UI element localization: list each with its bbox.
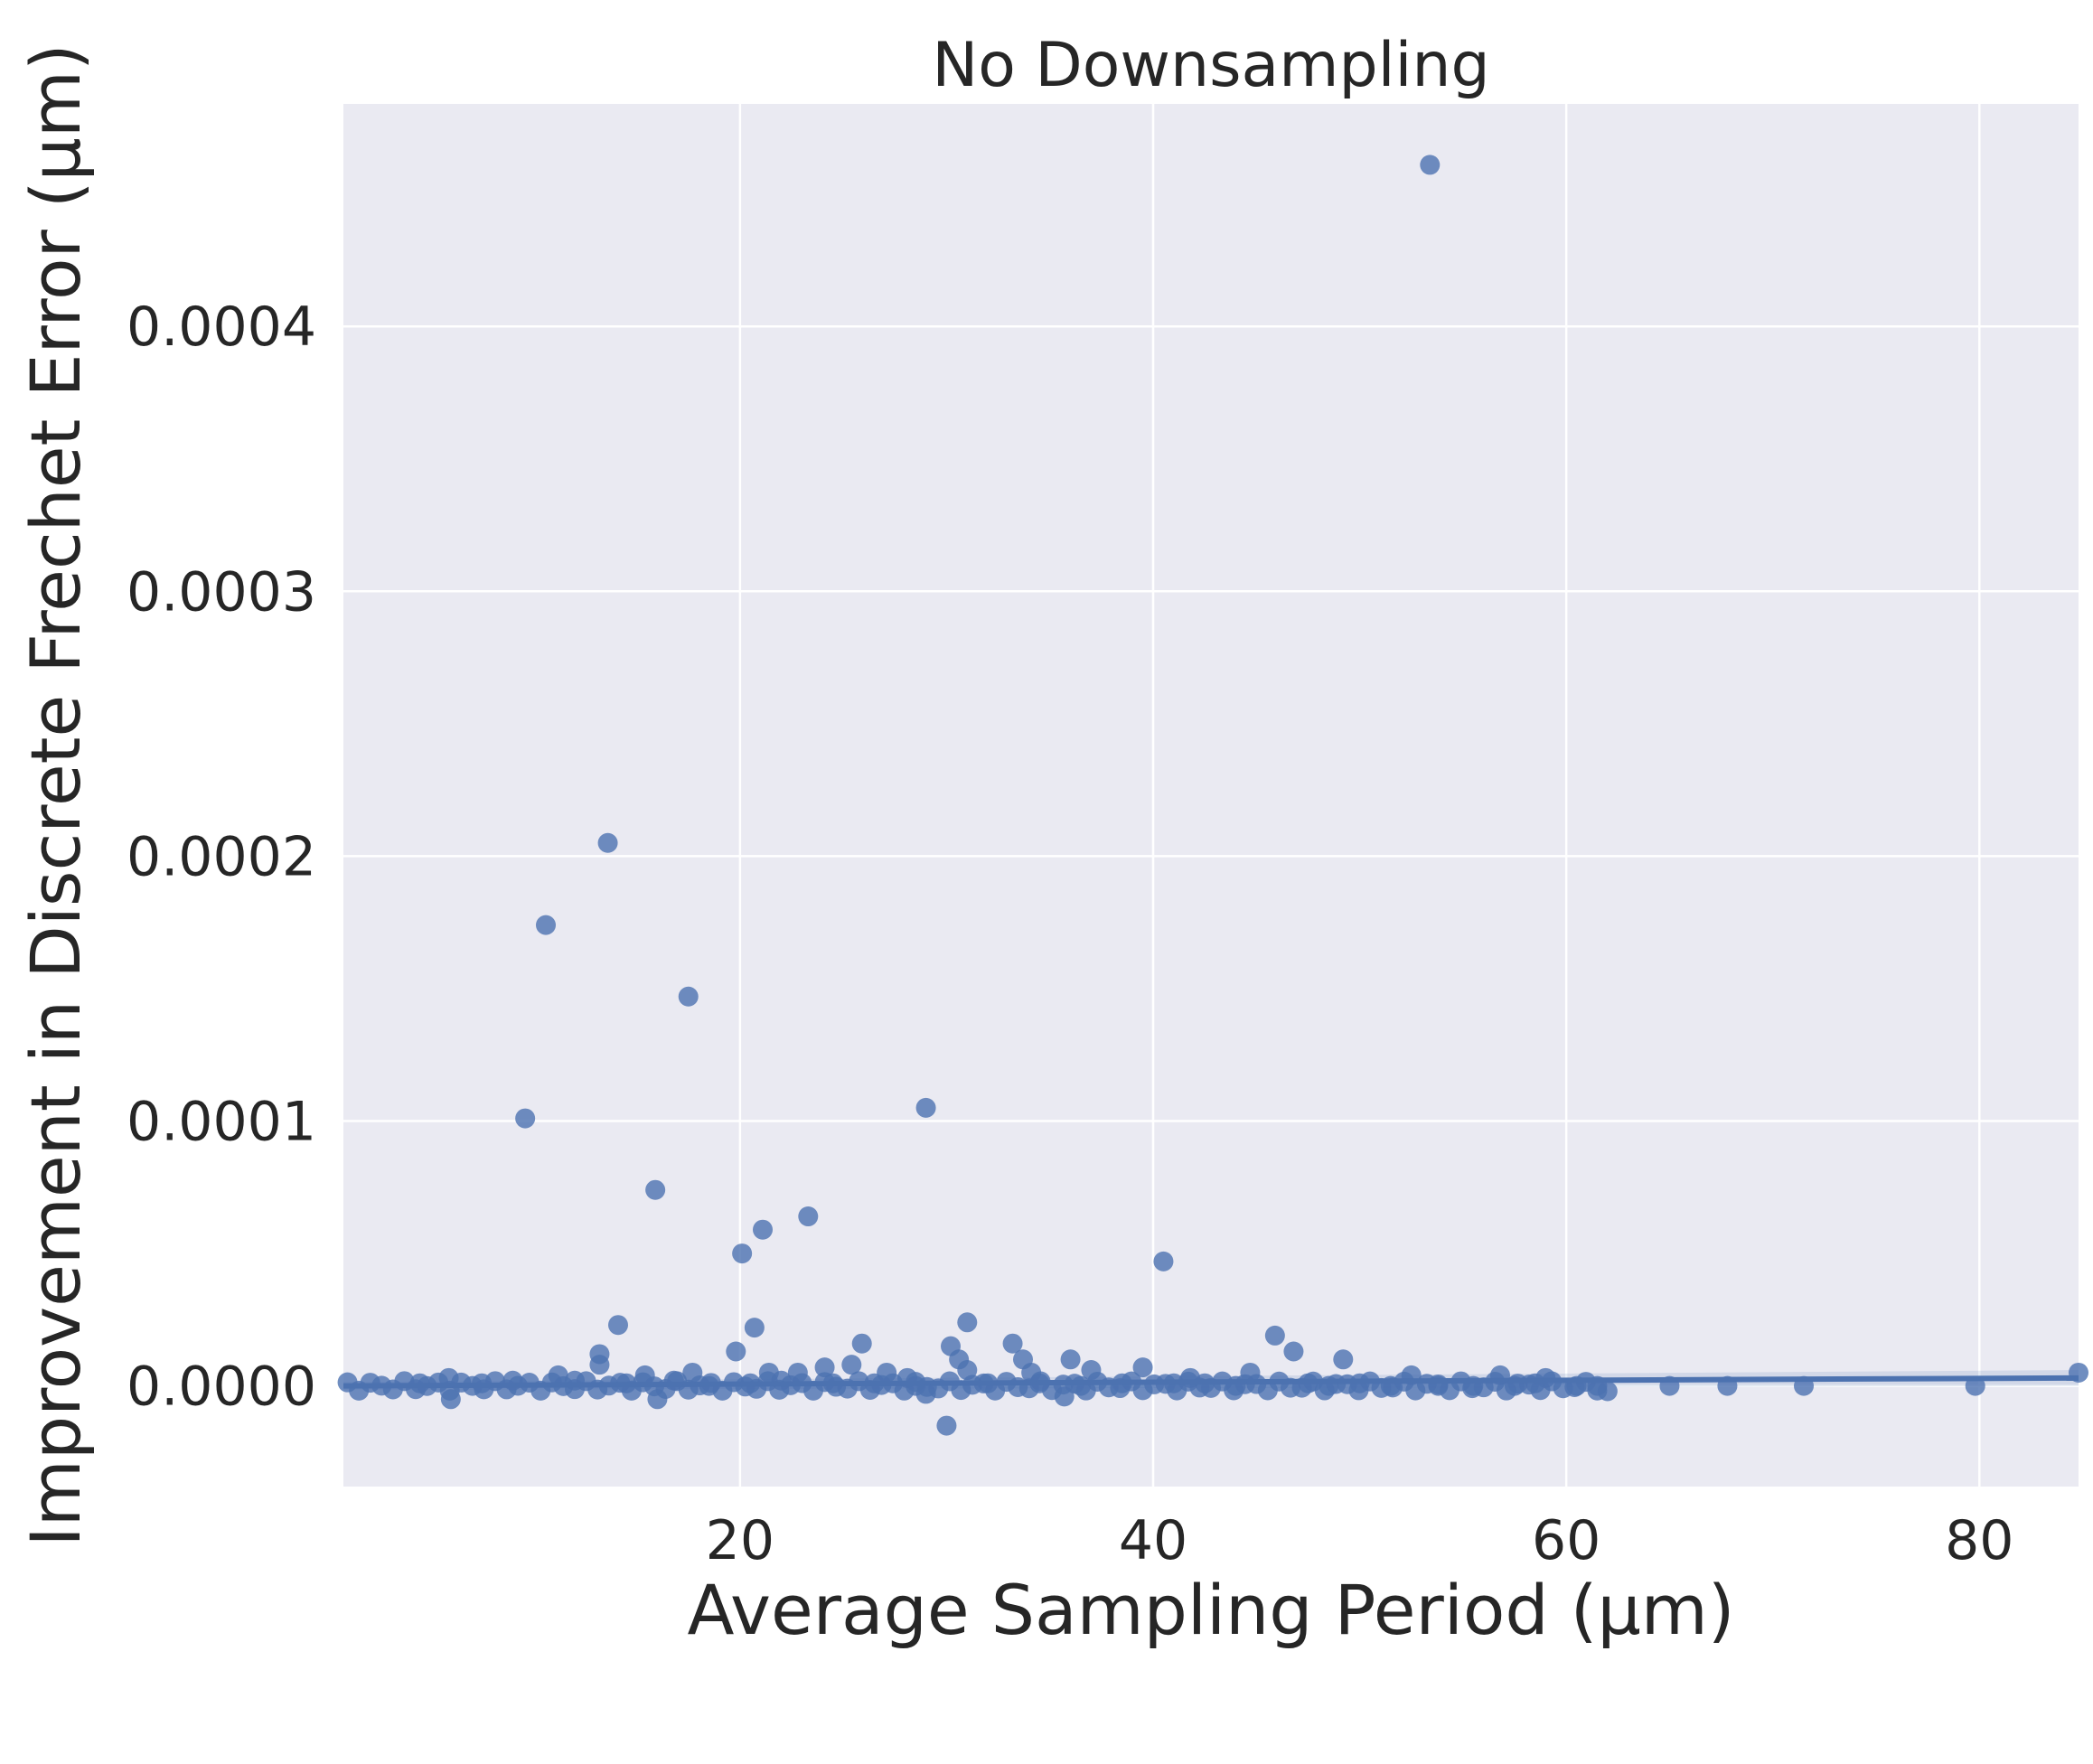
y-tick-labels: 0.0000 0.0001 0.0002 0.0003 0.0004 [127,296,316,1418]
data-point [915,1097,936,1118]
data-point [1319,1375,1339,1396]
data-point [1525,1373,1545,1393]
data-point [1463,1375,1484,1396]
y-axis-label: Improvement in Discrete Frechet Error (μ… [15,43,96,1546]
data-point [616,1373,637,1393]
data-point [1002,1333,1023,1354]
y-tick-label: 0.0002 [127,825,316,888]
data-point [663,1370,684,1391]
data-point [732,1243,753,1264]
data-point [440,1389,461,1410]
data-point [1240,1362,1261,1383]
y-tick-label: 0.0000 [127,1356,316,1419]
data-point [682,1362,703,1383]
data-point [597,832,618,853]
x-tick-label: 40 [1119,1509,1187,1572]
data-point [978,1373,999,1393]
x-tick-label: 60 [1532,1509,1600,1572]
data-point [1659,1375,1680,1396]
data-point [1794,1375,1814,1396]
data-point [1587,1375,1608,1396]
data-point [589,1355,610,1375]
data-point [906,1375,926,1396]
data-point [851,1333,872,1354]
data-point [740,1373,761,1393]
y-tick-label: 0.0003 [127,560,316,624]
data-point [771,1370,792,1391]
data-point [814,1357,835,1378]
data-point [1195,1373,1215,1393]
data-point [1380,1375,1401,1396]
data-point [645,1179,666,1200]
data-point [1298,1373,1319,1393]
data-point [787,1362,808,1383]
data-point [634,1365,655,1385]
data-point [864,1373,885,1393]
data-point [1505,1375,1525,1396]
data-point [1132,1357,1153,1378]
data-point [1060,1349,1081,1370]
data-point [1965,1375,1985,1396]
data-point [1717,1375,1738,1396]
data-point [1333,1349,1354,1370]
data-point [1283,1341,1304,1362]
data-points [337,155,2088,1436]
y-tick-label: 0.0001 [127,1091,316,1154]
data-point [1081,1360,1102,1381]
data-point [936,1415,957,1436]
data-point [1054,1386,1075,1407]
data-point [2069,1362,2088,1383]
y-tick-label: 0.0004 [127,296,316,359]
data-point [841,1355,862,1375]
data-point [1071,1375,1091,1396]
data-point [1428,1375,1449,1396]
data-point [753,1219,773,1240]
data-point [1349,1373,1370,1393]
data-point [647,1389,668,1410]
data-point [608,1315,628,1336]
data-point [565,1370,585,1391]
data-point [515,1108,536,1129]
data-point [1566,1375,1587,1396]
x-axis-label: Average Sampling Period (μm) [688,1570,1735,1650]
data-point [438,1367,459,1388]
data-point [798,1206,819,1227]
data-point [957,1360,978,1381]
data-point [1029,1373,1050,1393]
data-point [472,1373,493,1393]
data-point [409,1373,430,1393]
data-point [1264,1325,1285,1346]
data-point [502,1370,523,1391]
data-point [744,1318,765,1338]
data-point [699,1375,719,1396]
data-point [957,1312,978,1333]
data-point [678,986,699,1007]
x-tick-label: 80 [1945,1509,2013,1572]
data-point [1163,1373,1184,1393]
data-point [1420,155,1441,175]
x-tick-labels: 20 40 60 80 [706,1509,2014,1572]
data-point [822,1373,843,1393]
data-point [1153,1251,1174,1271]
data-point [726,1341,746,1362]
data-point [548,1365,568,1385]
data-point [1225,1375,1246,1396]
x-tick-label: 20 [706,1509,774,1572]
chart-title: No Downsampling [932,30,1489,101]
data-point [1490,1365,1510,1385]
data-point [536,915,556,935]
data-point [1401,1365,1422,1385]
data-point [1112,1373,1132,1393]
plot-background [343,104,2079,1487]
